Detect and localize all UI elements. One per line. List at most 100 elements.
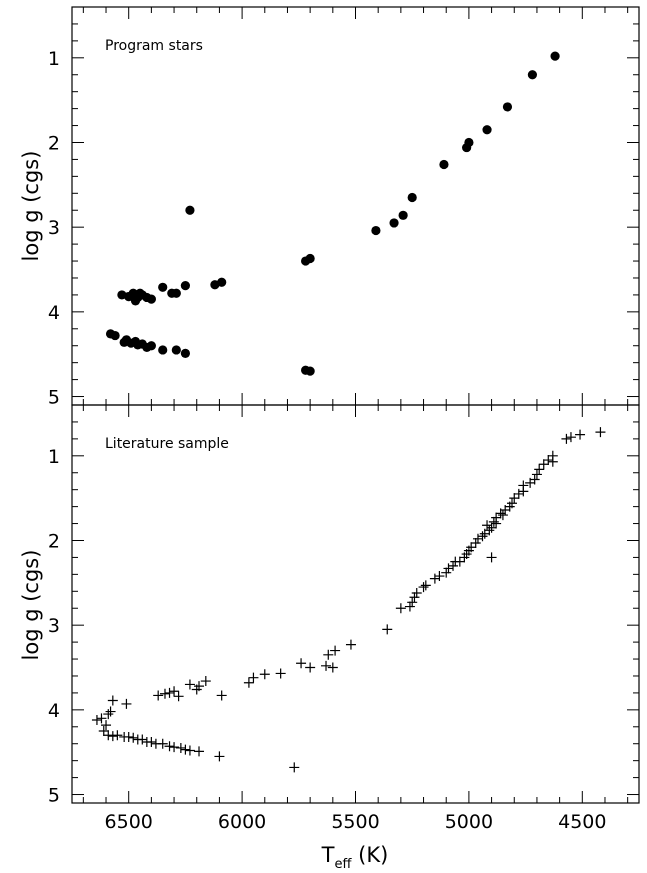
data-point bbox=[518, 486, 529, 497]
data-point bbox=[525, 477, 536, 488]
data-point bbox=[117, 290, 127, 300]
data-point bbox=[243, 677, 254, 688]
data-point bbox=[169, 742, 180, 753]
data-point bbox=[543, 455, 554, 466]
data-point bbox=[448, 560, 459, 571]
data-point bbox=[321, 660, 332, 671]
y-axis-label: log g (cgs) bbox=[19, 151, 43, 262]
y-tick-label: 2 bbox=[48, 132, 60, 154]
data-point bbox=[259, 669, 270, 680]
data-point bbox=[409, 592, 420, 603]
data-point bbox=[91, 715, 102, 726]
data-point bbox=[289, 762, 300, 773]
data-point bbox=[301, 365, 311, 375]
data-point bbox=[513, 488, 524, 499]
data-point bbox=[486, 552, 497, 563]
data-point bbox=[153, 690, 164, 701]
x-axis-label: Teff (K) bbox=[321, 843, 389, 872]
data-point bbox=[200, 676, 211, 687]
data-point bbox=[210, 280, 220, 290]
data-point bbox=[575, 429, 586, 440]
data-point bbox=[450, 556, 461, 567]
data-point bbox=[98, 726, 109, 737]
y-tick-label: 3 bbox=[48, 615, 60, 637]
data-point bbox=[159, 688, 170, 699]
data-point bbox=[411, 587, 422, 598]
y-axis-label: log g (cgs) bbox=[19, 550, 43, 661]
data-point bbox=[407, 192, 417, 203]
data-point bbox=[491, 518, 502, 529]
y-tick-label: 1 bbox=[48, 48, 60, 70]
data-point bbox=[107, 695, 118, 706]
data-point bbox=[477, 531, 488, 542]
data-point bbox=[565, 432, 576, 443]
data-point bbox=[459, 552, 470, 563]
data-points bbox=[91, 427, 606, 773]
x-tick-label: 6000 bbox=[218, 811, 266, 833]
data-point bbox=[441, 567, 452, 578]
data-point bbox=[371, 225, 381, 236]
data-point bbox=[443, 563, 454, 574]
data-point bbox=[173, 691, 184, 702]
data-point bbox=[158, 345, 168, 355]
data-point bbox=[96, 713, 107, 724]
y-tick-label: 1 bbox=[48, 446, 60, 468]
data-point bbox=[121, 698, 132, 709]
data-point bbox=[157, 738, 168, 749]
y-tick-label: 2 bbox=[48, 530, 60, 552]
data-point bbox=[184, 745, 195, 756]
data-point bbox=[550, 51, 560, 61]
data-point bbox=[561, 433, 572, 444]
data-point bbox=[101, 720, 112, 731]
y-tick-label: 5 bbox=[48, 387, 60, 409]
data-point bbox=[137, 734, 148, 745]
data-point bbox=[107, 731, 118, 742]
data-point bbox=[105, 706, 116, 717]
data-point bbox=[462, 142, 472, 153]
data-point bbox=[488, 516, 499, 527]
data-point bbox=[470, 538, 481, 549]
data-point bbox=[482, 520, 493, 531]
data-point bbox=[434, 571, 445, 582]
panel-literature-sample: Literature sample log g (cgs) 1 2 3 4 5 6500 6… bbox=[19, 404, 640, 833]
data-point bbox=[595, 427, 606, 438]
data-point bbox=[486, 522, 497, 533]
y-tick-label: 4 bbox=[48, 700, 60, 722]
data-point bbox=[171, 345, 181, 355]
data-point bbox=[130, 296, 141, 306]
data-point bbox=[472, 533, 483, 544]
data-point bbox=[420, 580, 431, 591]
panel-program-stars: Program stars log g (cgs) 1 2 3 4 5 bbox=[19, 6, 640, 409]
data-point bbox=[191, 684, 202, 695]
data-point bbox=[327, 662, 338, 673]
data-point bbox=[112, 730, 123, 741]
data-point bbox=[527, 70, 538, 80]
data-point bbox=[175, 742, 186, 753]
data-point bbox=[123, 731, 134, 742]
data-point bbox=[248, 672, 259, 683]
data-point bbox=[214, 751, 225, 762]
data-point bbox=[439, 159, 449, 170]
data-point bbox=[146, 737, 157, 748]
data-point bbox=[345, 639, 356, 650]
y-tick-label: 3 bbox=[48, 217, 60, 239]
data-point bbox=[323, 649, 334, 660]
panel-annotation: Program stars bbox=[105, 38, 203, 54]
tick-group: 1 2 3 4 5 6500 6000 5500 5000 4500 bbox=[48, 405, 639, 833]
data-point bbox=[180, 744, 191, 755]
data-point bbox=[389, 218, 399, 228]
data-point bbox=[479, 528, 490, 539]
data-point bbox=[185, 205, 195, 215]
data-point bbox=[495, 508, 506, 519]
data-point bbox=[158, 282, 168, 292]
data-point bbox=[128, 732, 139, 743]
x-tick-label: 5500 bbox=[331, 811, 379, 833]
data-point bbox=[301, 256, 311, 266]
data-point bbox=[184, 679, 195, 690]
data-point bbox=[404, 601, 415, 612]
data-point bbox=[164, 687, 175, 698]
data-point bbox=[216, 690, 227, 701]
data-point bbox=[482, 125, 492, 135]
x-tick-label: 5000 bbox=[445, 811, 493, 833]
data-point bbox=[164, 741, 175, 752]
